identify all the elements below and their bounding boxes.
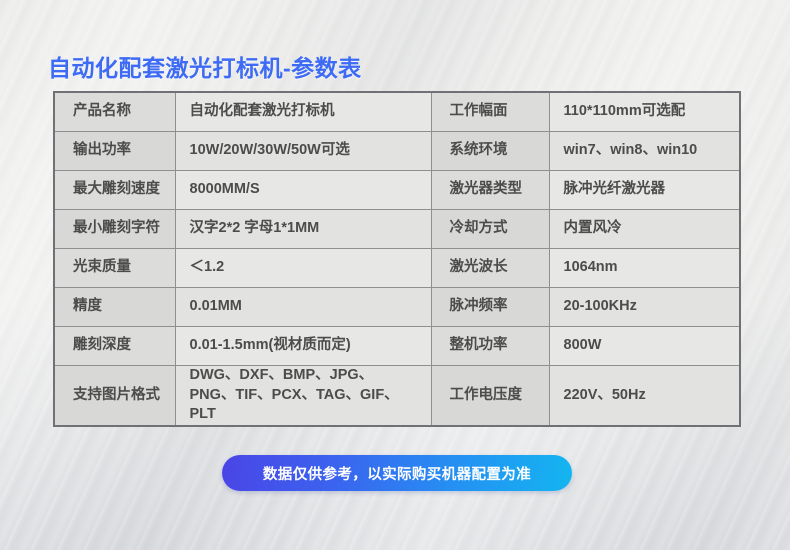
- spec-label: 工作电压度: [430, 364, 550, 427]
- table-row: 精度 0.01MM 脉冲频率 20-100KHz: [53, 287, 741, 327]
- spec-value: DWG、DXF、BMP、JPG、PNG、TIF、PCX、TAG、GIF、PLT: [174, 364, 432, 427]
- spec-label: 激光器类型: [430, 170, 550, 210]
- spec-value: 0.01MM: [174, 287, 432, 327]
- spec-label: 系统环境: [430, 131, 550, 171]
- spec-value: 汉字2*2 字母1*1MM: [174, 209, 432, 249]
- spec-label: 冷却方式: [430, 209, 550, 249]
- table-row: 雕刻深度 0.01-1.5mm(视材质而定) 整机功率 800W: [53, 326, 741, 366]
- spec-label: 整机功率: [430, 326, 550, 366]
- spec-value: 脉冲光纤激光器: [548, 170, 741, 210]
- disclaimer-button[interactable]: 数据仅供参考，以实际购买机器配置为准: [222, 455, 572, 491]
- spec-label: 产品名称: [53, 91, 176, 132]
- table-row: 最小雕刻字符 汉字2*2 字母1*1MM 冷却方式 内置风冷: [53, 209, 741, 249]
- spec-label: 最大雕刻速度: [53, 170, 176, 210]
- spec-value: 10W/20W/30W/50W可选: [174, 131, 432, 171]
- spec-value: 8000MM/S: [174, 170, 432, 210]
- table-row: 产品名称 自动化配套激光打标机 工作幅面 110*110mm可选配: [53, 91, 741, 132]
- spec-value: 220V、50Hz: [548, 364, 741, 427]
- spec-value: win7、win8、win10: [548, 131, 741, 171]
- spec-label: 脉冲频率: [430, 287, 550, 327]
- spec-table: 产品名称 自动化配套激光打标机 工作幅面 110*110mm可选配 输出功率 1…: [53, 91, 741, 427]
- spec-value: 20-100KHz: [548, 287, 741, 327]
- spec-label: 工作幅面: [430, 91, 550, 132]
- table-row: 输出功率 10W/20W/30W/50W可选 系统环境 win7、win8、wi…: [53, 131, 741, 171]
- spec-label: 精度: [53, 287, 176, 327]
- spec-label: 光束质量: [53, 248, 176, 288]
- table-row: 支持图片格式 DWG、DXF、BMP、JPG、PNG、TIF、PCX、TAG、G…: [53, 364, 741, 427]
- spec-value: 1064nm: [548, 248, 741, 288]
- spec-value: 0.01-1.5mm(视材质而定): [174, 326, 432, 366]
- spec-value: ＜1.2: [174, 248, 432, 288]
- table-row: 最大雕刻速度 8000MM/S 激光器类型 脉冲光纤激光器: [53, 170, 741, 210]
- spec-value: 110*110mm可选配: [548, 91, 741, 132]
- table-row: 光束质量 ＜1.2 激光波长 1064nm: [53, 248, 741, 288]
- spec-table-body: 产品名称 自动化配套激光打标机 工作幅面 110*110mm可选配 输出功率 1…: [53, 91, 741, 427]
- page-title: 自动化配套激光打标机-参数表: [48, 55, 362, 81]
- spec-value: 内置风冷: [548, 209, 741, 249]
- spec-value: 800W: [548, 326, 741, 366]
- spec-label: 输出功率: [53, 131, 176, 171]
- spec-label: 雕刻深度: [53, 326, 176, 366]
- spec-label: 支持图片格式: [53, 364, 176, 427]
- spec-value: 自动化配套激光打标机: [174, 91, 432, 132]
- spec-label: 激光波长: [430, 248, 550, 288]
- spec-label: 最小雕刻字符: [53, 209, 176, 249]
